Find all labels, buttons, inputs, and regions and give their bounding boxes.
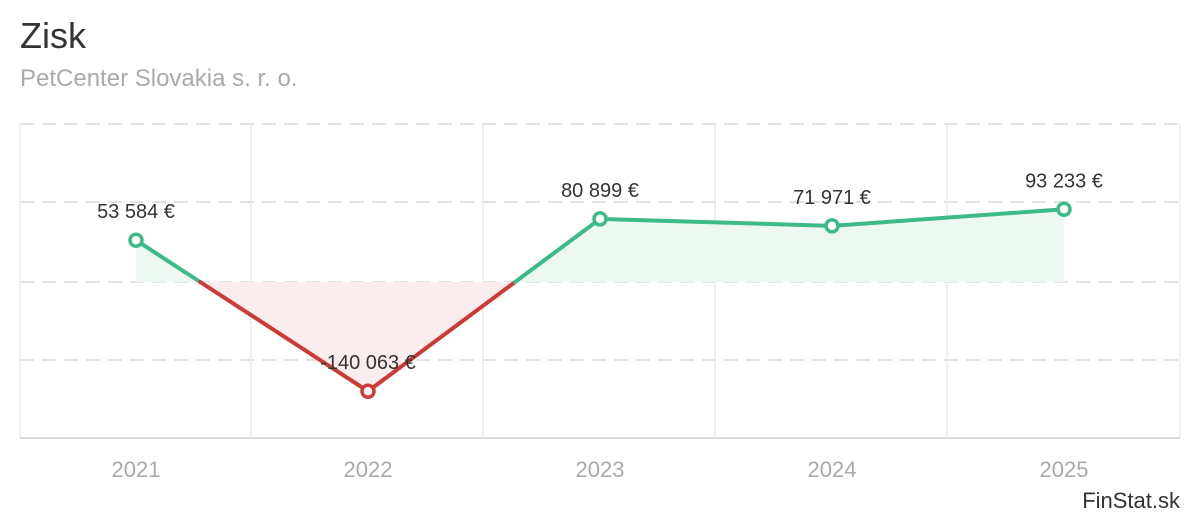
chart-subtitle: PetCenter Slovakia s. r. o. — [20, 65, 298, 92]
line-segment-positive — [830, 207, 1066, 228]
series-line — [134, 207, 1066, 394]
line-segment-negative — [366, 280, 518, 394]
x-tick-label: 2024 — [808, 457, 857, 482]
line-segment-positive — [513, 216, 602, 284]
x-tick-label: 2023 — [576, 457, 625, 482]
data-label: 93 233 € — [1025, 170, 1103, 192]
data-labels: 53 584 € -140 063 € 80 899 € 71 971 € 93 233… — [97, 170, 1103, 374]
data-label: -140 063 € — [320, 352, 416, 374]
x-axis: 2021 2022 2023 2024 2025 — [112, 457, 1089, 482]
x-tick-label: 2021 — [112, 457, 161, 482]
line-segment-negative — [198, 280, 370, 394]
data-label: 71 971 € — [793, 187, 871, 209]
chart-title: Zisk — [20, 15, 86, 56]
area-positive — [600, 218, 832, 282]
credits-link[interactable]: FinStat.sk — [1082, 488, 1180, 513]
data-point — [360, 383, 376, 399]
data-point — [1056, 201, 1072, 218]
line-segment-positive — [134, 238, 203, 284]
data-point — [824, 218, 840, 234]
x-tick-label: 2022 — [344, 457, 393, 482]
x-tick-label: 2025 — [1040, 457, 1089, 482]
area-positive — [832, 209, 1064, 282]
data-label: 80 899 € — [561, 180, 639, 202]
data-label: 53 584 € — [97, 201, 175, 223]
data-point — [128, 232, 144, 248]
data-point — [592, 211, 608, 227]
data-points — [128, 201, 1072, 399]
area-fills — [136, 209, 1064, 392]
line-segment-positive — [598, 216, 834, 228]
